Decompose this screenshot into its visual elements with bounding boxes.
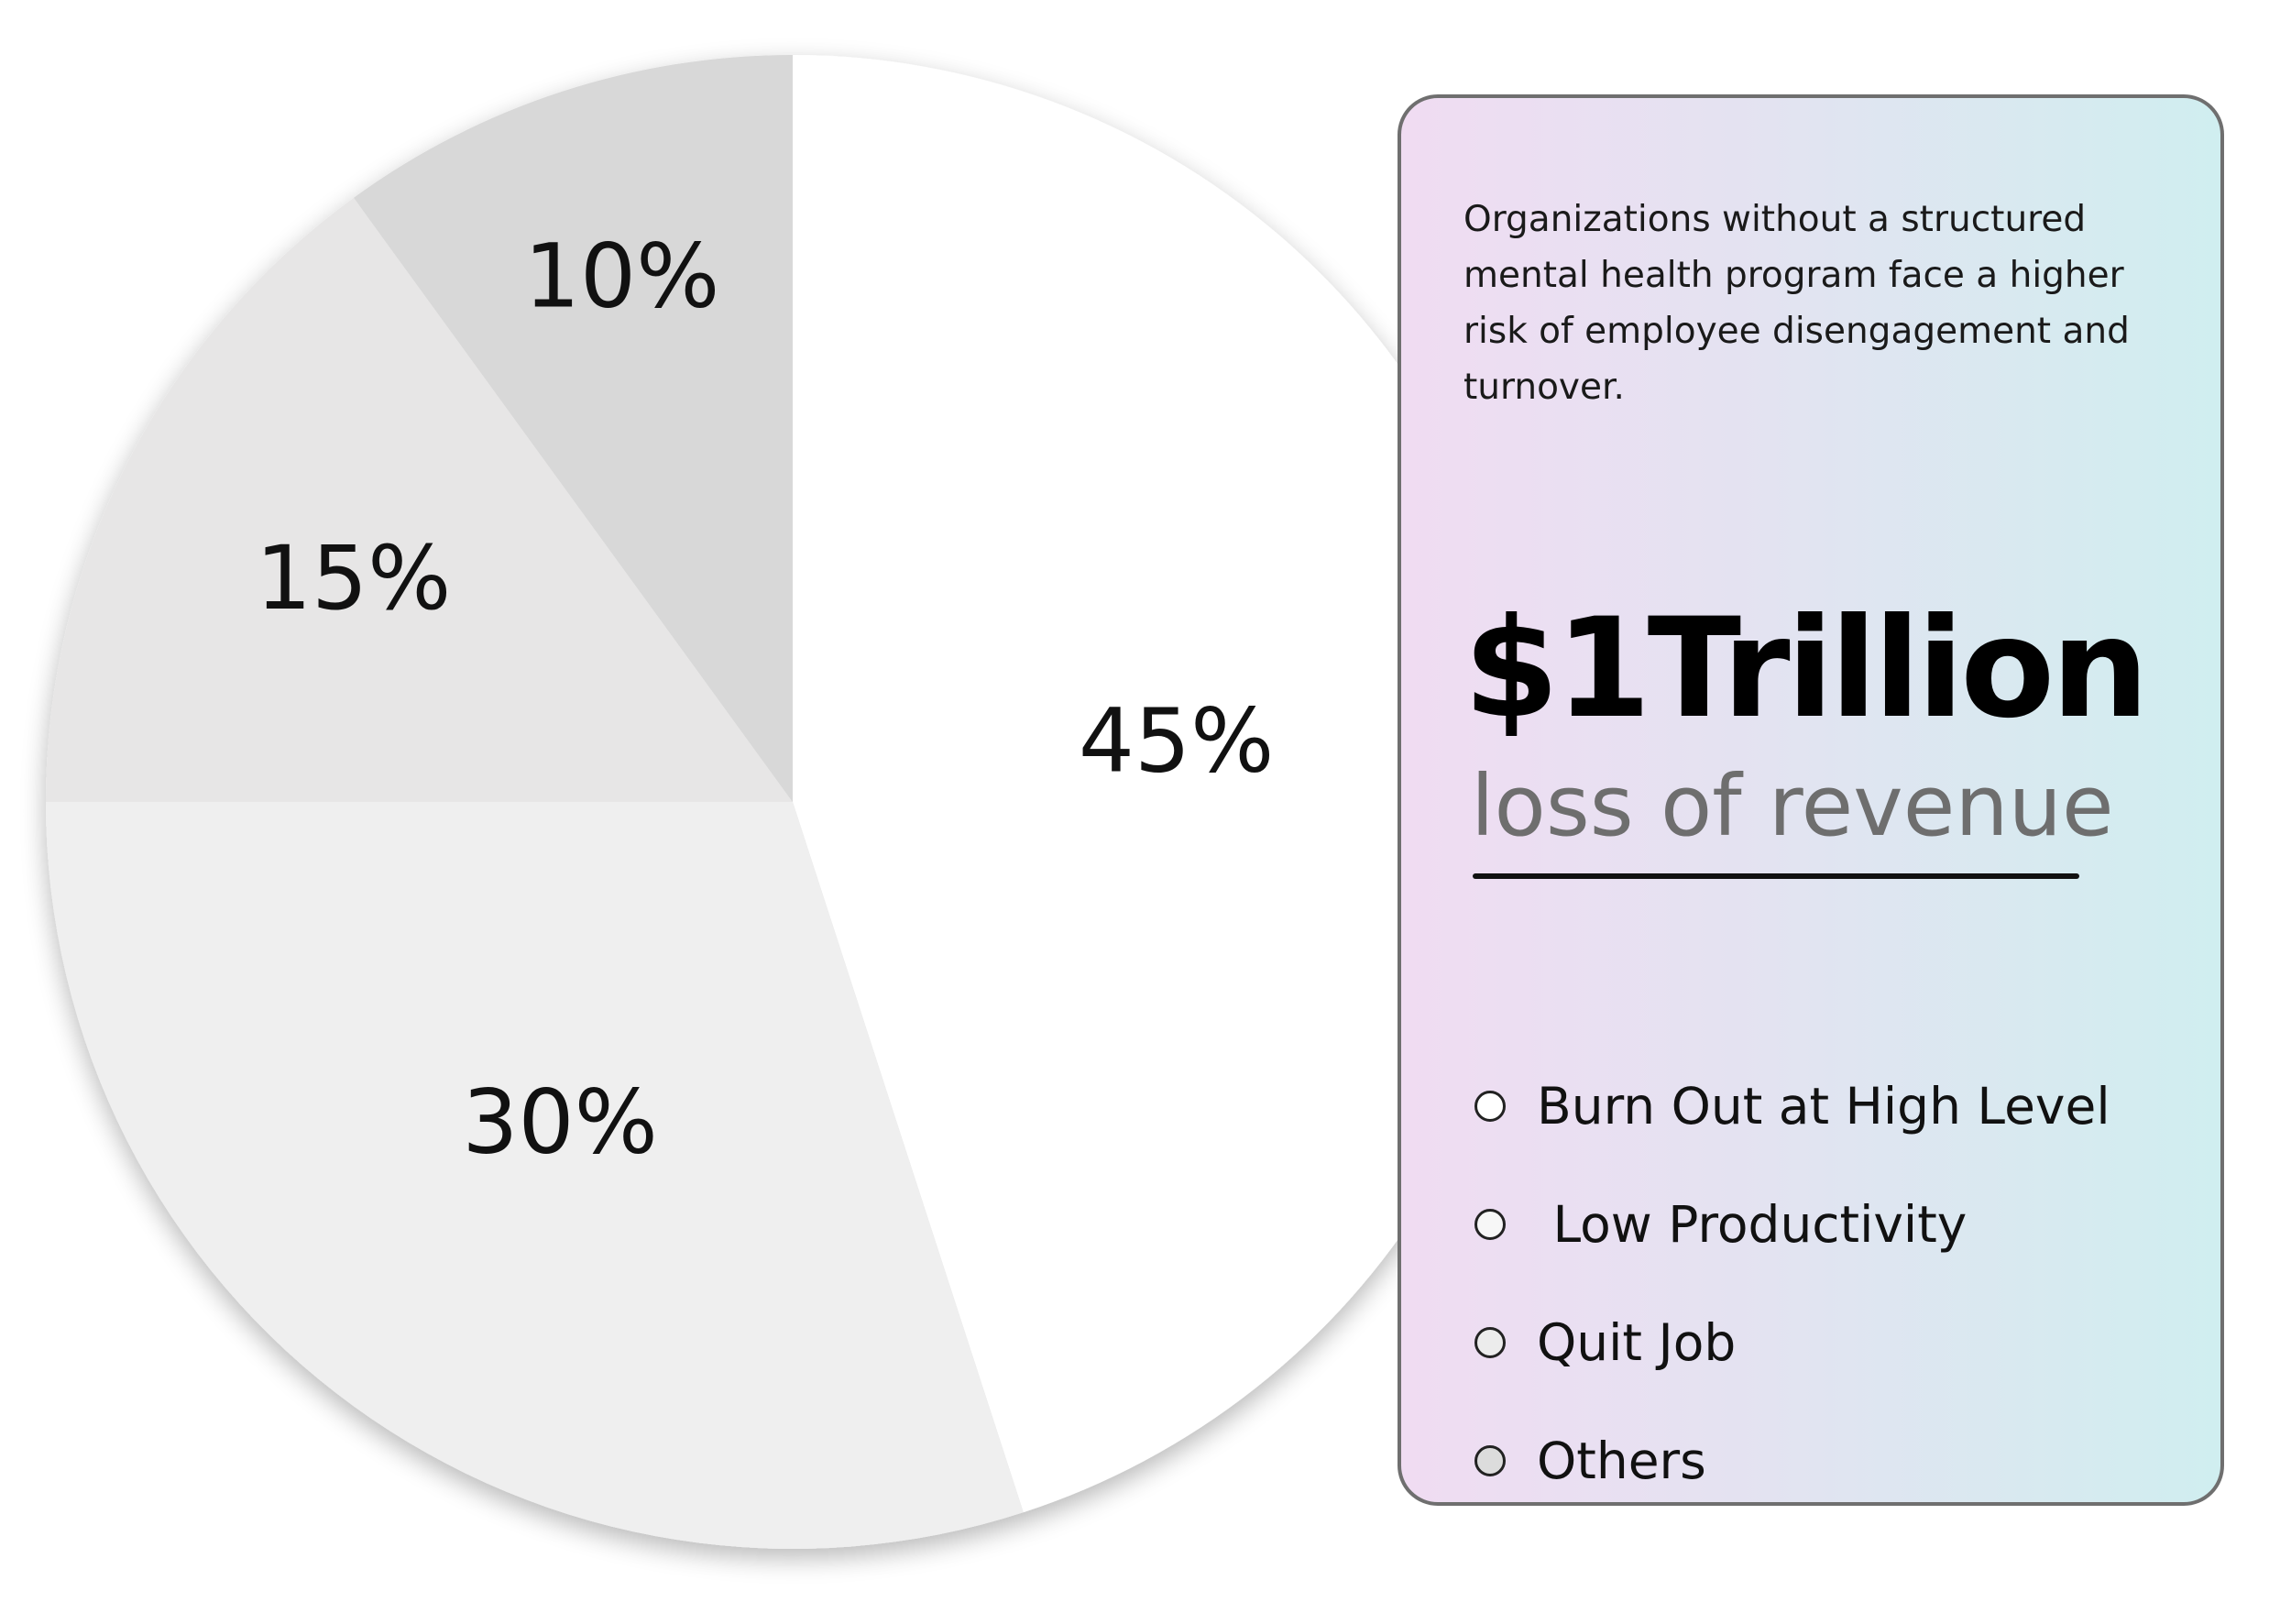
slice-label: 10%: [524, 225, 719, 327]
legend-item-low-productivity: Low Productivity: [1474, 1188, 1967, 1261]
headline-value: $1Trillion: [1463, 589, 2149, 749]
pie-slice: [354, 55, 793, 802]
card-description: Organizations without a structured menta…: [1463, 199, 2130, 408]
legend-item-quit-job: Quit Job: [1474, 1306, 1736, 1379]
legend-marker: [1474, 1327, 1506, 1358]
pie-slice: [46, 197, 793, 802]
legend-marker: [1474, 1445, 1506, 1476]
legend-marker: [1474, 1091, 1506, 1122]
legend-label: Quit Job: [1537, 1313, 1737, 1372]
legend-item-burn-out: Burn Out at High Level: [1474, 1070, 2110, 1143]
pie-slice: [46, 802, 1024, 1549]
headline-subtitle: loss of revenue: [1471, 757, 2114, 855]
slice-label: 45%: [1079, 690, 1274, 793]
slice-label: 15%: [256, 527, 451, 630]
legend-item-others: Others: [1474, 1424, 1706, 1498]
divider: [1473, 873, 2079, 879]
legend-label: Burn Out at High Level: [1537, 1077, 2110, 1136]
pie-slice: [793, 55, 1540, 1513]
legend-marker: [1474, 1209, 1506, 1240]
legend-label: Low Productivity: [1537, 1195, 1968, 1254]
slice-label: 30%: [462, 1071, 657, 1174]
info-card: Organizations without a structured menta…: [1398, 94, 2224, 1506]
legend-label: Others: [1537, 1432, 1706, 1490]
